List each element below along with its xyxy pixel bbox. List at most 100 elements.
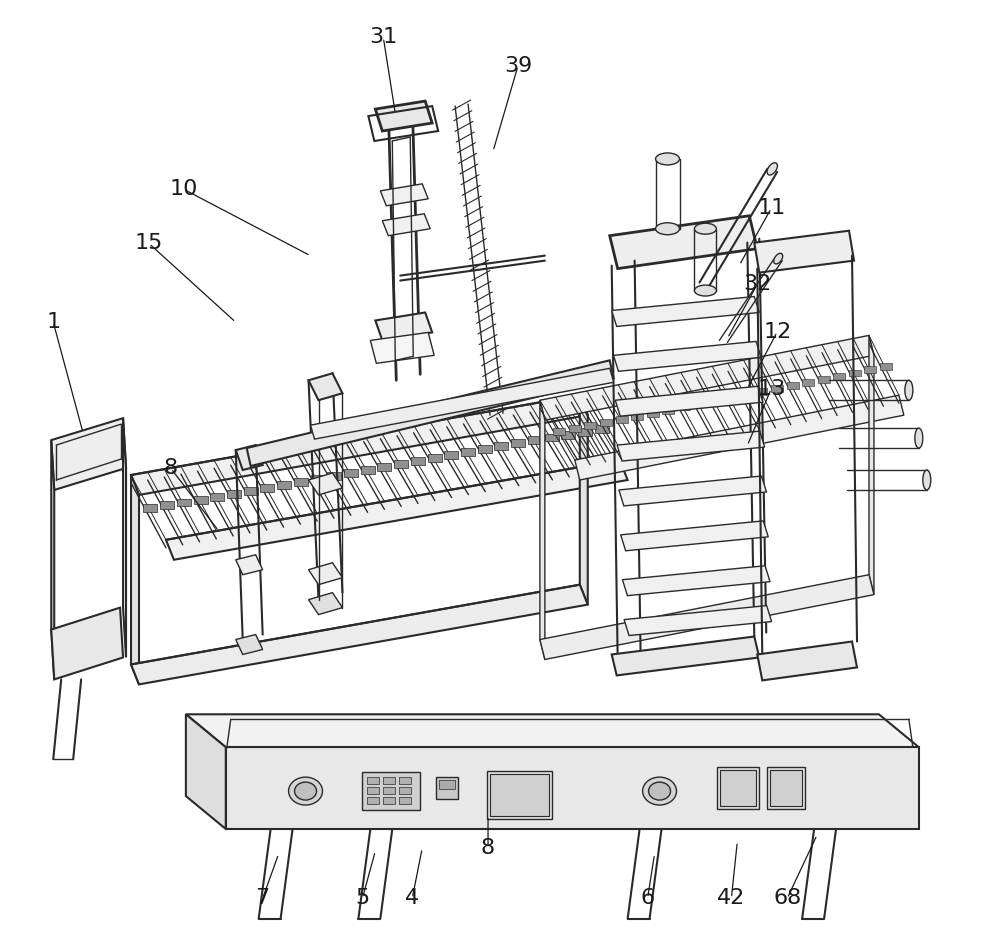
Text: 32: 32 (743, 274, 771, 294)
Polygon shape (131, 475, 139, 684)
Polygon shape (370, 332, 434, 364)
Bar (478, 446, 492, 453)
Text: 4: 4 (405, 888, 419, 908)
Polygon shape (309, 593, 342, 615)
Bar (399, 777, 411, 784)
Bar (578, 427, 592, 436)
Bar (294, 478, 308, 486)
Bar (756, 388, 767, 395)
Polygon shape (309, 473, 342, 495)
Bar (227, 489, 241, 498)
Bar (584, 422, 596, 429)
Ellipse shape (694, 223, 716, 234)
Text: 39: 39 (504, 56, 532, 76)
Bar (428, 454, 442, 462)
Text: 6: 6 (641, 888, 655, 908)
Polygon shape (247, 361, 614, 466)
Polygon shape (311, 368, 614, 439)
Text: 7: 7 (256, 888, 270, 908)
Polygon shape (375, 312, 432, 341)
Bar (561, 430, 575, 439)
Polygon shape (236, 555, 263, 575)
Bar (717, 767, 759, 809)
Ellipse shape (295, 783, 317, 800)
Polygon shape (621, 521, 768, 551)
Ellipse shape (774, 253, 783, 264)
Text: 31: 31 (369, 28, 397, 48)
Polygon shape (236, 446, 263, 470)
Bar (143, 505, 157, 512)
Polygon shape (622, 565, 770, 596)
Polygon shape (624, 605, 772, 636)
Bar (277, 481, 291, 488)
Ellipse shape (643, 777, 677, 805)
Bar (461, 448, 475, 456)
Ellipse shape (656, 153, 680, 165)
Bar (833, 372, 845, 380)
Bar (616, 416, 628, 423)
Bar (709, 397, 721, 405)
Bar (864, 367, 876, 373)
Polygon shape (757, 642, 857, 681)
Bar (439, 780, 455, 789)
Polygon shape (186, 714, 226, 829)
Polygon shape (166, 460, 628, 560)
Text: 8: 8 (164, 459, 178, 479)
Text: 5: 5 (355, 888, 370, 908)
Bar (770, 770, 802, 806)
Polygon shape (580, 395, 588, 605)
Bar (383, 777, 395, 784)
Bar (399, 797, 411, 804)
Text: 42: 42 (717, 888, 745, 908)
Bar (849, 369, 861, 376)
Polygon shape (309, 563, 342, 585)
Polygon shape (123, 418, 126, 658)
Polygon shape (612, 637, 759, 675)
Polygon shape (619, 476, 766, 506)
Polygon shape (236, 635, 263, 654)
Bar (662, 407, 674, 413)
Bar (383, 787, 395, 794)
Polygon shape (575, 395, 904, 480)
Polygon shape (540, 575, 874, 660)
Polygon shape (610, 216, 757, 268)
Bar (720, 770, 756, 806)
Bar (569, 425, 581, 432)
Polygon shape (51, 418, 126, 490)
Polygon shape (51, 607, 123, 680)
Bar (394, 460, 408, 468)
Polygon shape (380, 184, 428, 206)
Polygon shape (612, 296, 759, 327)
Bar (383, 797, 395, 804)
Ellipse shape (915, 428, 923, 448)
Bar (740, 391, 752, 398)
Ellipse shape (656, 223, 680, 235)
Bar (244, 486, 258, 495)
Bar (880, 364, 892, 370)
Bar (367, 777, 379, 784)
Bar (767, 767, 805, 809)
Bar (595, 425, 609, 432)
Bar (436, 777, 458, 799)
Polygon shape (382, 214, 430, 236)
Ellipse shape (289, 777, 322, 805)
Polygon shape (131, 585, 588, 684)
Text: 68: 68 (773, 888, 801, 908)
Ellipse shape (649, 783, 671, 800)
Bar (511, 440, 525, 447)
Bar (260, 484, 274, 492)
Polygon shape (309, 373, 342, 400)
Ellipse shape (923, 470, 931, 490)
Polygon shape (540, 400, 545, 660)
Bar (802, 379, 814, 386)
Text: 10: 10 (170, 179, 198, 199)
Bar (787, 382, 799, 388)
Polygon shape (226, 747, 919, 829)
Bar (194, 496, 208, 504)
Polygon shape (869, 335, 874, 595)
Bar (367, 797, 379, 804)
Text: 8: 8 (481, 838, 495, 858)
Bar (399, 787, 411, 794)
Bar (377, 463, 391, 471)
Bar (444, 451, 458, 459)
